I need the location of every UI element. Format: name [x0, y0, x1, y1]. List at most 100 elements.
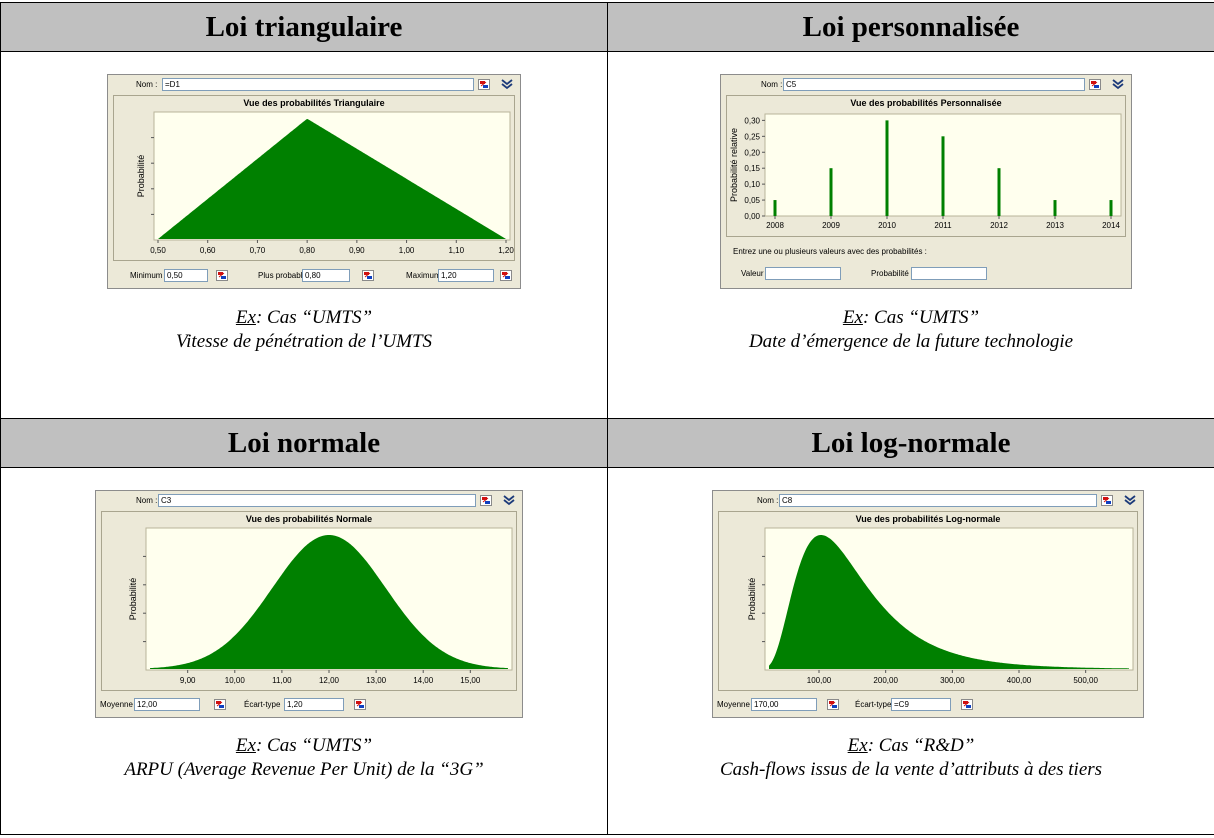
field-input[interactable]: [911, 267, 987, 280]
caption-case: : Cas “R&D”: [867, 735, 975, 756]
field-input[interactable]: 12,00: [134, 698, 200, 711]
caption-case: : Cas “UMTS”: [862, 307, 980, 328]
field-input[interactable]: 1,20: [284, 698, 344, 711]
name-input[interactable]: C8: [779, 494, 1097, 507]
chart-svg: 0,00 0,05 0,10 0,15 0,20 0,25 0,30 2008 2009 2010…: [729, 113, 1122, 230]
x-tick-label: 15,00: [460, 676, 481, 685]
distribution-widget: Nom : C8 Vue des probabilités Log-normale 1…: [712, 490, 1144, 718]
name-input[interactable]: =D1: [162, 78, 474, 91]
cell-reference-icon[interactable]: [827, 699, 839, 710]
name-input[interactable]: C3: [158, 494, 476, 507]
field-label: Écart-type: [244, 700, 281, 709]
chart-title: Vue des probabilités Triangulaire: [243, 98, 385, 108]
x-tick-label: 2011: [934, 221, 952, 230]
y-tick-label: 0,20: [744, 148, 760, 157]
x-tick-label: 0,90: [349, 246, 365, 255]
caption-description: ARPU (Average Revenue Per Unit) de la “3…: [124, 759, 484, 780]
distribution-widget: Nom : C5 Vue des probabilités Personnalisé…: [720, 74, 1132, 289]
cell-reference-icon[interactable]: [1101, 495, 1113, 506]
field-input[interactable]: 0,50: [164, 269, 208, 282]
name-label: Nom :: [757, 496, 779, 505]
x-tick-label: 1,00: [399, 246, 415, 255]
density-area: [158, 119, 506, 239]
x-tick-label: 2013: [1046, 221, 1064, 230]
distribution-widget: Nom : C3 Vue des probabilités Normale 9,00 1…: [95, 490, 523, 718]
field-input[interactable]: 1,20: [438, 269, 494, 282]
chart-svg: 0,50 0,60 0,70 0,80 0,90 1,00 1,10 1,20 Probabil…: [136, 111, 514, 255]
chart-title: Vue des probabilités Personnalisée: [850, 98, 1002, 108]
y-tick-label: 0,25: [744, 132, 760, 141]
field-input[interactable]: 170,00: [751, 698, 817, 711]
field-label: Plus probable: [258, 271, 307, 280]
x-tick-label: 200,00: [873, 676, 898, 685]
cell-reference-icon[interactable]: [216, 270, 228, 281]
x-tick-label: 0,70: [250, 246, 266, 255]
caption-description: Cash-flows issus de la vente d’attributs…: [719, 759, 1103, 780]
field-label: Valeur: [741, 269, 764, 278]
x-tick-label: 2009: [822, 221, 840, 230]
caption: Ex: Cas “R&D” Cash-flows issus de la vent…: [608, 734, 1214, 782]
cell-reference-icon[interactable]: [354, 699, 366, 710]
cell-normal: Nom : C3 Vue des probabilités Normale 9,00 1…: [0, 467, 608, 835]
bar-2008: [773, 200, 777, 216]
density-area: [150, 535, 508, 669]
x-tick-label: 300,00: [940, 676, 965, 685]
caption-ex: Ex: [842, 307, 863, 328]
name-row: Nom : C8: [713, 494, 1143, 508]
x-tick-label: 100,00: [807, 676, 832, 685]
distribution-widget: Nom : =D1 Vue des probabilités Triangulair…: [107, 74, 521, 289]
caption-case-line: Ex: Cas “R&D”: [608, 734, 1214, 758]
cell-reference-icon[interactable]: [214, 699, 226, 710]
bar-2014: [1109, 200, 1113, 216]
cell-reference-icon[interactable]: [362, 270, 374, 281]
expand-chevron-icon[interactable]: [500, 78, 514, 92]
y-tick-label: 0,30: [744, 116, 760, 125]
bar-2009: [829, 168, 833, 216]
chart-svg: 100,00 200,00 300,00 400,00 500,00 Probabilit…: [747, 527, 1134, 685]
field-input[interactable]: 0,80: [302, 269, 350, 282]
name-row: Nom : C5: [721, 78, 1131, 92]
x-tick-label: 0,60: [200, 246, 216, 255]
header-lognormal-text: Loi log-normale: [811, 427, 1011, 459]
expand-chevron-icon[interactable]: [1111, 78, 1125, 92]
caption-case: : Cas “UMTS”: [255, 307, 373, 328]
caption-ex: Ex: [235, 307, 256, 328]
y-axis-label: Probabilité: [136, 155, 146, 198]
x-tick-label: 9,00: [180, 676, 196, 685]
cell-reference-icon[interactable]: [1089, 79, 1101, 90]
x-tick-label: 500,00: [1073, 676, 1098, 685]
cell-reference-icon[interactable]: [500, 270, 512, 281]
caption: Ex: Cas “UMTS” Vitesse de pénétration de …: [1, 306, 607, 354]
caption-case-line: Ex: Cas “UMTS”: [1, 734, 607, 758]
cell-reference-icon[interactable]: [961, 699, 973, 710]
name-label: Nom :: [761, 80, 783, 89]
caption-case-line: Ex: Cas “UMTS”: [608, 306, 1214, 330]
header-lognormal: Loi log-normale: [607, 418, 1214, 468]
chart-area: Vue des probabilités Personnalisée 0,00 0,…: [726, 95, 1126, 237]
bar-2012: [997, 168, 1001, 216]
cell-reference-icon[interactable]: [478, 79, 490, 90]
name-label: Nom :: [136, 496, 158, 505]
caption-description: Date d’émergence de la future technologi…: [748, 331, 1074, 352]
field-input[interactable]: =C9: [891, 698, 951, 711]
y-axis-label: Probabilité: [128, 578, 138, 621]
header-custom-text: Loi personnalisée: [802, 11, 1020, 43]
cell-reference-icon[interactable]: [480, 495, 492, 506]
x-tick-label: 0,80: [299, 246, 315, 255]
name-input[interactable]: C5: [783, 78, 1085, 91]
expand-chevron-icon[interactable]: [1123, 494, 1137, 508]
caption-ex: Ex: [235, 735, 256, 756]
x-tick-label: 1,10: [448, 246, 464, 255]
expand-chevron-icon[interactable]: [502, 494, 516, 508]
caption: Ex: Cas “UMTS” ARPU (Average Revenue Per …: [1, 734, 607, 782]
cell-triangular: Nom : =D1 Vue des probabilités Triangulair…: [0, 51, 608, 419]
x-tick-label: 2010: [878, 221, 896, 230]
field-input[interactable]: [765, 267, 841, 280]
chart-svg: 9,00 10,00 11,00 12,00 13,00 14,00 15,00 Probab…: [128, 527, 513, 685]
x-tick-label: 13,00: [366, 676, 387, 685]
cell-lognormal: Nom : C8 Vue des probabilités Log-normale 1…: [607, 467, 1214, 835]
field-label: Probabilité: [871, 269, 909, 278]
y-axis-label: Probabilité relative: [729, 128, 739, 202]
chart-title: Vue des probabilités Log-normale: [855, 514, 1001, 524]
x-tick-label: 10,00: [225, 676, 246, 685]
